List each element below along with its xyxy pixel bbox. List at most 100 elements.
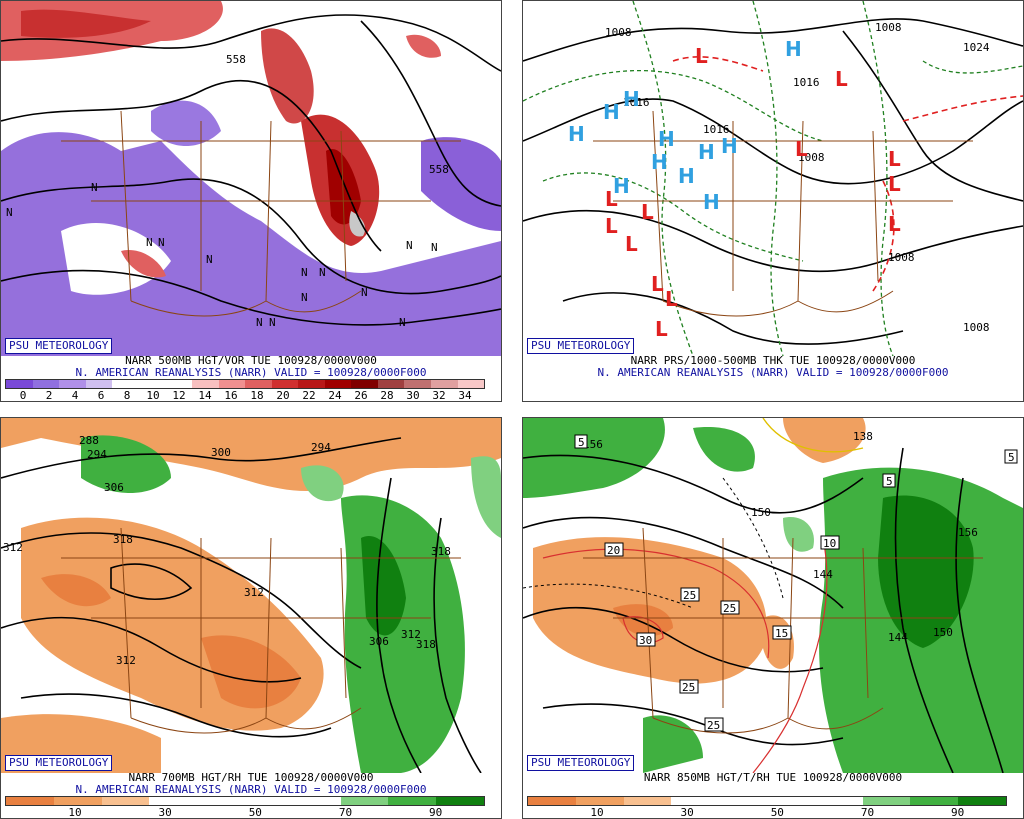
map-label: N <box>146 236 153 249</box>
map-label: N <box>406 239 413 252</box>
map-label: N <box>206 253 213 266</box>
map-label: 300 <box>211 446 231 459</box>
map-label: N <box>158 236 165 249</box>
map-label: 1008 <box>875 21 902 34</box>
colorbar-swatch <box>101 797 150 805</box>
boxed-map-label: 5 <box>578 436 585 449</box>
map-label: 156 <box>583 438 603 451</box>
map-label: 318 <box>431 545 451 558</box>
map-label: 156 <box>958 526 978 539</box>
map-label: 294 <box>87 448 107 461</box>
colorbar-swatch <box>340 797 389 805</box>
panel-caption-valid: N. AMERICAN REANALYSIS (NARR) VALID = 10… <box>597 366 949 379</box>
colorbar-swatch <box>377 380 405 388</box>
boxed-map-label: 25 <box>723 602 736 615</box>
psu-meteorology-credit: PSU METEOROLOGY <box>527 755 635 771</box>
boxed-map-label: 25 <box>707 719 720 732</box>
high-symbol: H <box>721 134 738 158</box>
low-symbol: L <box>795 137 808 161</box>
map-label: N <box>301 266 308 279</box>
map-500mb-vorticity: 558 558 N N N N N N N N N N N N N N <box>1 1 501 356</box>
colorbar-swatch <box>53 797 102 805</box>
map-label: N <box>319 266 326 279</box>
colorbar-tick-label: 16 <box>224 389 238 402</box>
low-symbol: L <box>641 200 654 224</box>
colorbar-tick-label: 30 <box>158 806 172 819</box>
high-symbol: H <box>651 150 668 174</box>
colorbar-swatch <box>404 380 431 388</box>
colorbar-tick-label: 14 <box>198 389 212 402</box>
colorbar-tick-label: 20 <box>276 389 290 402</box>
panel-caption-title: NARR 700MB HGT/RH TUE 100928/0000V000 <box>128 771 374 784</box>
map-label: 558 <box>429 163 449 176</box>
rh-colorbar-ticks: 10 30 50 70 90 <box>527 807 1005 819</box>
vorticity-colorbar <box>5 379 485 389</box>
map-label: N <box>361 286 368 299</box>
map-label: 288 <box>79 434 99 447</box>
colorbar-swatch <box>457 380 485 388</box>
map-label: 306 <box>369 635 389 648</box>
colorbar-swatch <box>191 380 219 388</box>
map-label: 318 <box>416 638 436 651</box>
rh-colorbar-ticks: 10 30 50 70 90 <box>5 807 483 819</box>
low-symbol: L <box>651 272 664 296</box>
colorbar-tick-label: 4 <box>71 389 79 402</box>
colorbar-tick-label: 24 <box>328 389 342 402</box>
colorbar-swatch <box>271 380 299 388</box>
colorbar-swatch <box>324 380 352 388</box>
psu-meteorology-credit: PSU METEOROLOGY <box>5 755 113 771</box>
colorbar-swatch <box>165 380 192 388</box>
map-label: 306 <box>104 481 124 494</box>
colorbar-swatch <box>292 797 341 805</box>
colorbar-tick-label: 50 <box>770 806 784 819</box>
rh700-map-graphic: 288 294 300 294 306 312 318 312 318 312 … <box>1 418 501 773</box>
map-label: N <box>256 316 263 329</box>
panel-caption-title: NARR 850MB HGT/T/RH TUE 100928/0000V000 <box>643 771 903 784</box>
low-symbol: L <box>888 172 901 196</box>
high-symbol: H <box>613 174 630 198</box>
colorbar-tick-label: 2 <box>45 389 53 402</box>
colorbar-swatch <box>388 797 437 805</box>
low-symbol: L <box>605 214 618 238</box>
boxed-map-label: 5 <box>1008 451 1015 464</box>
boxed-map-label: 20 <box>607 544 620 557</box>
low-symbol: L <box>695 44 708 68</box>
colorbar-swatch <box>6 797 54 805</box>
vorticity-map-graphic: 558 558 N N N N N N N N N N N N N N <box>1 1 501 356</box>
rh-colorbar <box>527 796 1007 806</box>
colorbar-swatch <box>112 380 139 388</box>
map-label: 1024 <box>963 41 990 54</box>
panel-500mb-vorticity: 558 558 N N N N N N N N N N N N N N PSU … <box>0 0 502 402</box>
map-label: N <box>431 241 438 254</box>
colorbar-tick-label: 22 <box>302 389 316 402</box>
colorbar-swatch <box>298 380 325 388</box>
panel-caption-valid: N. AMERICAN REANALYSIS (NARR) VALID = 10… <box>75 366 427 379</box>
colorbar-tick-label: 12 <box>172 389 186 402</box>
panel-700mb-rh: 288 294 300 294 306 312 318 312 318 312 … <box>0 417 502 819</box>
boxed-map-label: 15 <box>775 627 788 640</box>
map-label: 312 <box>3 541 23 554</box>
low-symbol: L <box>605 187 618 211</box>
map-label: 1008 <box>605 26 632 39</box>
high-symbol: H <box>658 127 675 151</box>
colorbar-swatch <box>814 797 863 805</box>
map-label: 144 <box>813 568 833 581</box>
high-symbol: H <box>703 190 720 214</box>
boxed-map-label: 30 <box>639 634 652 647</box>
map-label: 312 <box>244 586 264 599</box>
map-label: 1016 <box>703 123 730 136</box>
colorbar-swatch <box>149 797 198 805</box>
low-symbol: L <box>888 212 901 236</box>
colorbar-tick-label: 26 <box>354 389 368 402</box>
panel-caption-valid: N. AMERICAN REANALYSIS (NARR) VALID = 10… <box>75 783 427 796</box>
colorbar-swatch <box>218 380 246 388</box>
panel-caption-title: NARR 500MB HGT/VOR TUE 100928/0000V000 <box>125 354 377 367</box>
map-label: 150 <box>933 626 953 639</box>
map-label: 144 <box>888 631 908 644</box>
colorbar-tick-label: 34 <box>458 389 472 402</box>
map-label: 294 <box>311 441 331 454</box>
high-pressure-symbols: H H H H H H H H H H H <box>568 37 802 214</box>
colorbar-swatch <box>671 797 720 805</box>
colorbar-tick-label: 70 <box>338 806 353 819</box>
panel-caption-title: NARR PRS/1000-500MB THK TUE 100928/0000V… <box>630 354 916 367</box>
